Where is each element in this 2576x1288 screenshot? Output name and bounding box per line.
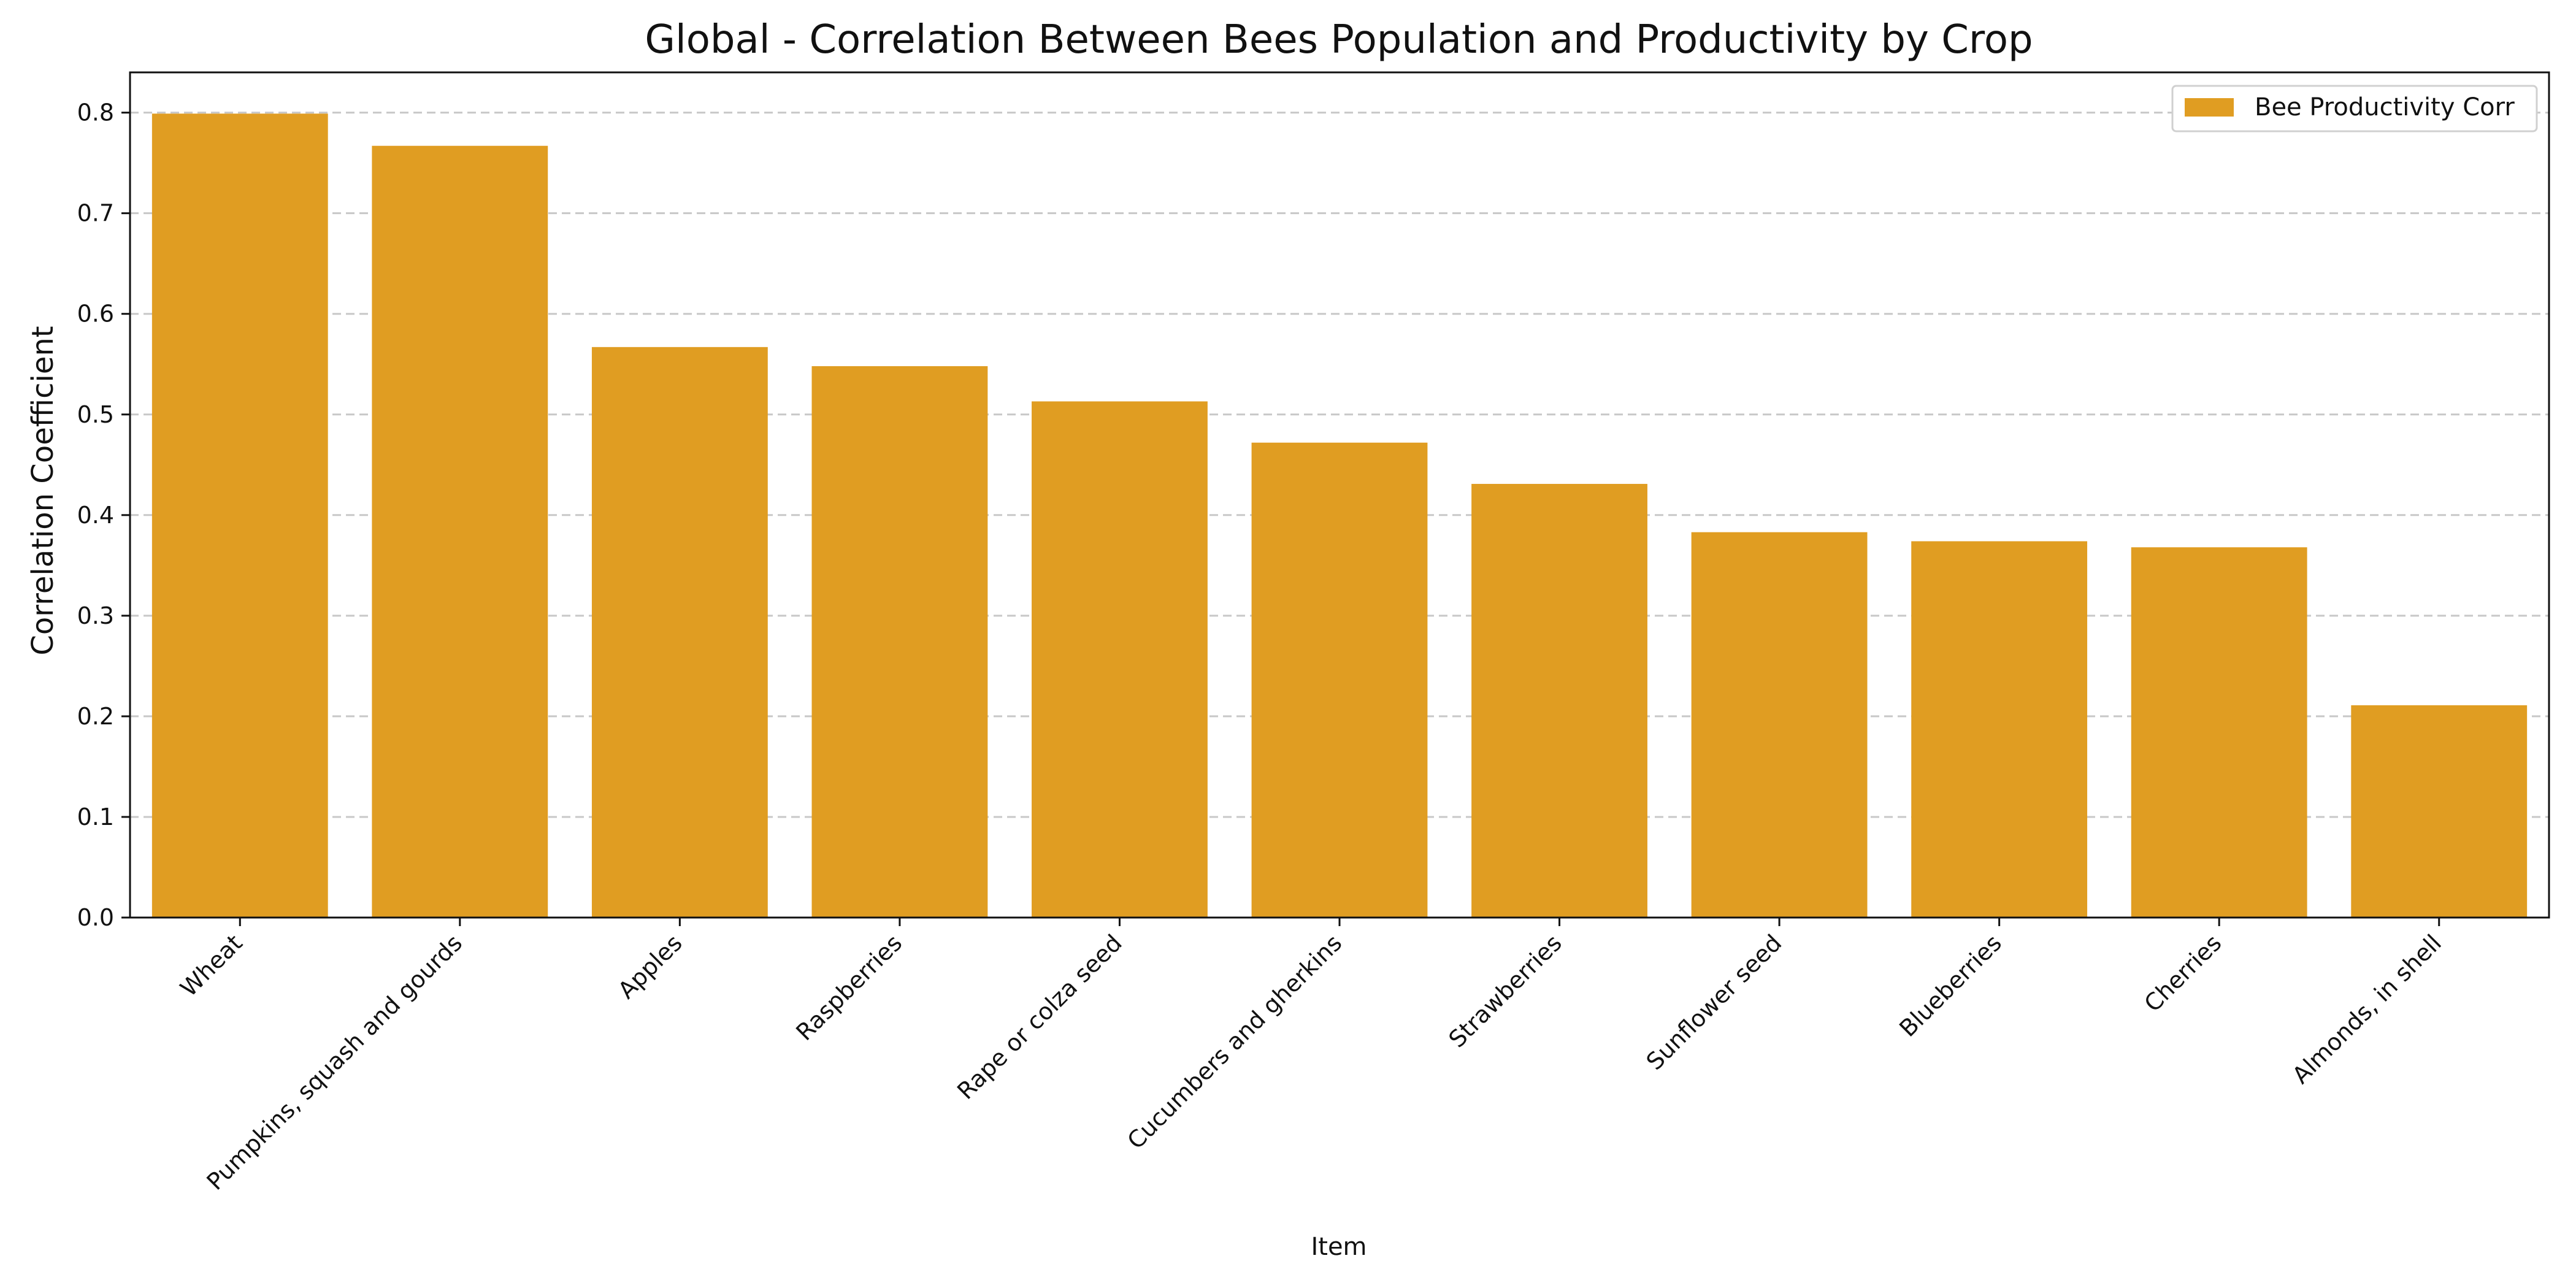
bar [1691, 532, 1868, 918]
bar [2131, 547, 2307, 918]
y-tick-label: 0.1 [77, 803, 114, 830]
x-tick-label: Cucumbers and gherkins [1122, 929, 1347, 1154]
x-tick-label: Rape or colza seed [952, 929, 1127, 1105]
bar [1251, 442, 1428, 918]
y-tick-label: 0.7 [77, 200, 114, 227]
y-tick-label: 0.3 [77, 602, 114, 629]
bar [2351, 705, 2528, 918]
y-axis-label: Correlation Coefficient [26, 326, 60, 655]
x-axis-label: Item [1311, 1233, 1367, 1261]
bar [151, 113, 328, 918]
legend-label: Bee Productivity Corr [2255, 93, 2515, 121]
x-tick-label: Strawberries [1444, 929, 1567, 1052]
y-tick-label: 0.2 [77, 703, 114, 730]
y-ticks: 0.0 0.1 0.2 0.3 0.4 0.5 0.6 0.7 0.8 [77, 99, 130, 931]
legend-swatch [2185, 98, 2234, 117]
bar [1471, 483, 1647, 918]
x-tick-label: Cherries [2139, 929, 2226, 1017]
x-tick-label: Wheat [175, 929, 247, 1002]
y-tick-label: 0.6 [77, 301, 114, 328]
bars-group [151, 113, 2528, 918]
bar [811, 366, 988, 918]
y-tick-label: 0.5 [77, 401, 114, 428]
x-tick-label: Sunflower seed [1641, 929, 1787, 1075]
x-tick-label: Pumpkins, squash and gourds [202, 929, 468, 1195]
x-tick-label: Almonds, in shell [2287, 929, 2447, 1089]
y-tick-label: 0.8 [77, 99, 114, 126]
bar [372, 145, 548, 918]
legend-frame [2171, 85, 2538, 132]
y-tick-label: 0.0 [77, 904, 114, 931]
y-tick-label: 0.4 [77, 502, 114, 529]
bar [1032, 401, 1208, 918]
chart-title: Global - Correlation Between Bees Popula… [645, 17, 2033, 63]
legend: Bee Productivity Corr [2171, 85, 2538, 132]
x-tick-label: Blueberries [1894, 929, 2007, 1042]
x-tick-label: Raspberries [791, 929, 907, 1046]
bar [591, 347, 768, 918]
x-tick-label: Apples [613, 929, 688, 1004]
bar [1911, 541, 2088, 918]
